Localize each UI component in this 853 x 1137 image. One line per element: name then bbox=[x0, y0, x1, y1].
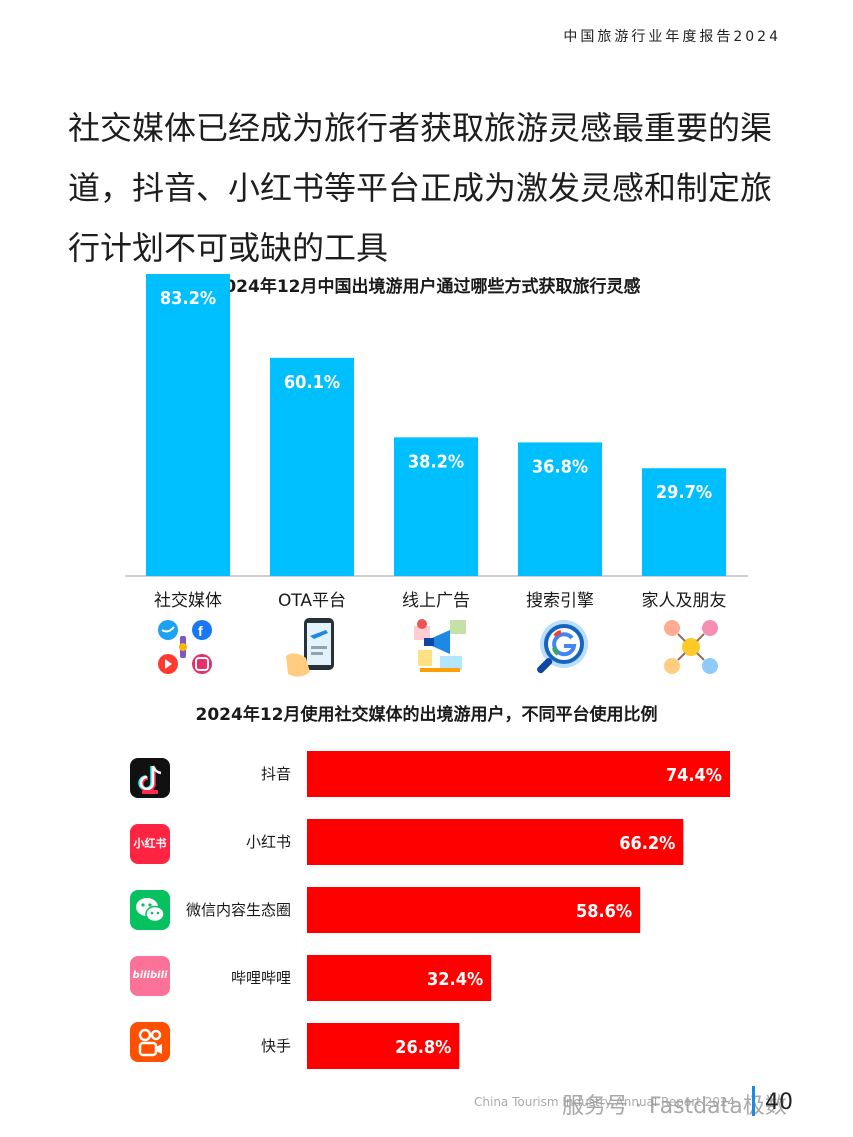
xiaohongshu-icon-text: 小红书 bbox=[133, 837, 167, 850]
inspiration-bar-chart: 83.2% 社交媒体 60.1% OTA平台 38.2% 线上广告 36.8% 搜索引擎 29.… bbox=[125, 274, 748, 611]
bar-1 bbox=[146, 274, 230, 576]
report-header-title: 中国旅游行业年度报告2024 bbox=[563, 29, 781, 45]
platform-name-5: 快手 bbox=[261, 1037, 291, 1055]
bar-value-label-4: 36.8% bbox=[532, 456, 588, 477]
footer-watermark: 服务号 · Fastdata极数 bbox=[562, 1094, 787, 1119]
category-label-4: 搜索引擎 bbox=[526, 591, 594, 611]
platform-value-label-5: 26.8% bbox=[395, 1037, 451, 1058]
svg-text:f: f bbox=[198, 623, 203, 639]
online-ad-icon bbox=[414, 619, 466, 672]
kuaishou-icon bbox=[130, 1022, 170, 1062]
bar-4 bbox=[518, 442, 602, 576]
ota-phone-icon bbox=[286, 618, 334, 677]
platform-value-label-2: 66.2% bbox=[619, 833, 675, 854]
page-headline: 社交媒体已经成为旅行者获取旅游灵感最重要的渠道，抖音、小红书等平台正成为激发灵感… bbox=[68, 109, 773, 267]
platform-name-3: 微信内容生态圈 bbox=[186, 901, 291, 919]
wechat-icon bbox=[130, 890, 170, 930]
category-label-3: 线上广告 bbox=[402, 591, 470, 611]
category-label-5: 家人及朋友 bbox=[642, 591, 727, 611]
platform-value-label-3: 58.6% bbox=[576, 901, 632, 922]
family-friends-icon bbox=[664, 620, 718, 674]
bar-value-label-1: 83.2% bbox=[160, 288, 216, 309]
chart1-title: 2024年12月中国出境游用户通过哪些方式获取旅行灵感 bbox=[212, 277, 641, 297]
footer-accent-bar bbox=[752, 1086, 755, 1116]
bilibili-icon: bilibili bbox=[130, 956, 170, 996]
bar-value-label-3: 38.2% bbox=[408, 451, 464, 472]
platform-bar-1 bbox=[307, 751, 730, 797]
platform-bar-2 bbox=[307, 819, 684, 865]
bar-value-label-5: 29.7% bbox=[656, 482, 712, 503]
footer-report-name: China Tourism Industry Annual Report 202… bbox=[474, 1095, 736, 1109]
bar-5 bbox=[642, 468, 726, 576]
bar-value-label-2: 60.1% bbox=[284, 372, 340, 393]
search-engine-icon bbox=[537, 620, 588, 674]
chart2-title: 2024年12月使用社交媒体的出境游用户，不同平台使用比例 bbox=[195, 705, 658, 725]
platform-value-label-1: 74.4% bbox=[666, 765, 722, 786]
category-label-2: OTA平台 bbox=[278, 591, 346, 611]
platform-bar-3 bbox=[307, 887, 641, 933]
douyin-icon bbox=[130, 758, 170, 798]
platform-name-2: 小红书 bbox=[246, 833, 291, 851]
platform-value-label-4: 32.4% bbox=[427, 969, 483, 990]
bilibili-icon-text: bilibili bbox=[132, 970, 168, 981]
category-label-1: 社交媒体 bbox=[154, 591, 222, 611]
platform-name-4: 哔哩哔哩 bbox=[231, 969, 291, 987]
xiaohongshu-icon: 小红书 bbox=[130, 824, 170, 864]
platform-bar-4 bbox=[307, 955, 492, 1001]
platform-bar-5 bbox=[307, 1023, 460, 1069]
bar-2 bbox=[270, 357, 354, 576]
platform-name-1: 抖音 bbox=[261, 765, 291, 783]
social-media-icon: f bbox=[158, 620, 212, 674]
page-number: 40 bbox=[765, 1090, 793, 1115]
bar-3 bbox=[394, 437, 478, 576]
